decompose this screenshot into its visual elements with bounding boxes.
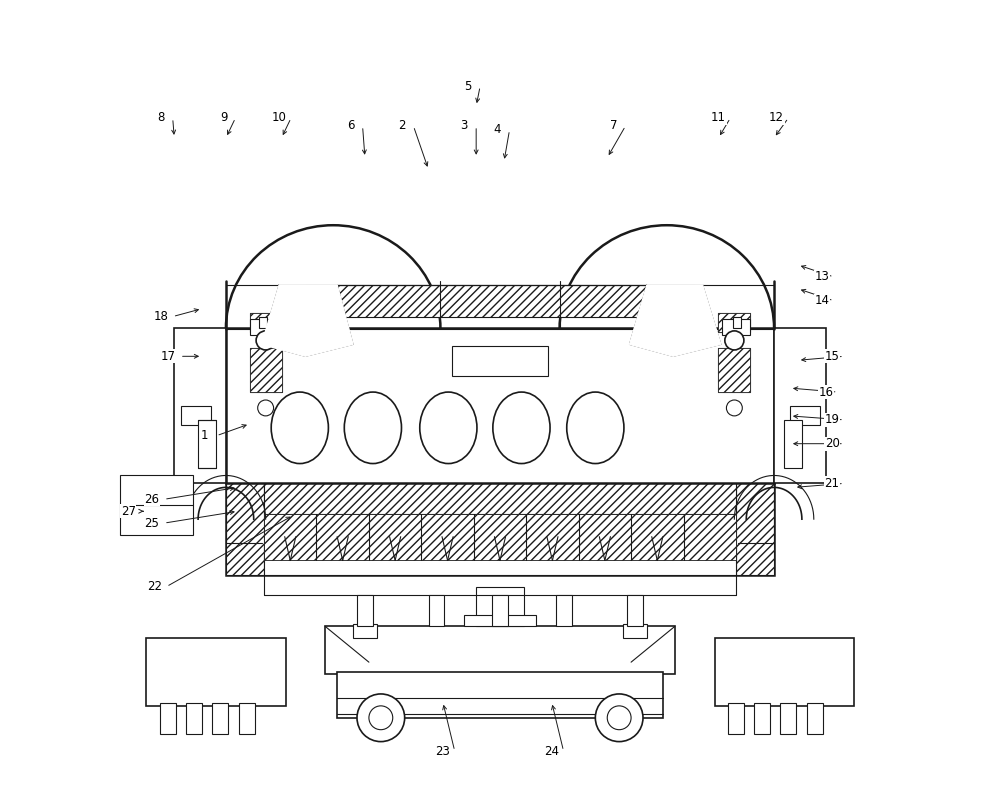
Bar (226, 483, 264, 574)
Text: 24: 24 (544, 745, 559, 758)
Polygon shape (262, 285, 353, 356)
Polygon shape (629, 285, 721, 356)
Bar (146, 638, 286, 706)
Bar (492, 594, 508, 626)
Bar (264, 483, 736, 514)
Circle shape (369, 706, 393, 730)
Bar (736, 483, 774, 574)
Text: 26: 26 (145, 493, 160, 506)
Text: 5: 5 (465, 80, 472, 93)
Bar (476, 586, 524, 626)
Circle shape (607, 706, 631, 730)
Bar (452, 346, 548, 376)
Bar (250, 348, 282, 392)
Bar (250, 348, 282, 392)
Text: 23: 23 (435, 745, 450, 758)
Bar (623, 624, 647, 638)
Bar (325, 626, 675, 674)
Text: 2: 2 (398, 119, 405, 133)
Ellipse shape (493, 392, 550, 463)
Bar (718, 348, 750, 392)
Bar (714, 638, 854, 706)
Circle shape (258, 400, 274, 416)
Circle shape (725, 331, 744, 350)
Ellipse shape (420, 392, 477, 463)
Bar (718, 313, 750, 333)
Bar (774, 329, 826, 483)
Bar (754, 703, 770, 734)
Circle shape (595, 694, 643, 742)
Text: 15: 15 (825, 350, 840, 363)
Bar (186, 703, 202, 734)
Ellipse shape (344, 392, 401, 463)
Bar (464, 614, 536, 626)
Bar (627, 594, 643, 626)
Text: 1: 1 (201, 430, 208, 442)
Text: 27: 27 (121, 505, 136, 518)
Bar (784, 420, 802, 467)
Text: 21: 21 (825, 477, 840, 490)
Bar (181, 406, 211, 426)
Text: 22: 22 (147, 580, 162, 593)
Text: 25: 25 (145, 517, 159, 530)
Bar (722, 319, 750, 335)
Bar (259, 317, 267, 329)
Bar (428, 594, 444, 626)
Bar (226, 329, 774, 483)
Bar (556, 594, 572, 626)
Bar (198, 420, 216, 467)
Text: 9: 9 (220, 111, 227, 125)
Text: 7: 7 (610, 119, 617, 133)
Ellipse shape (567, 392, 624, 463)
Text: 13: 13 (814, 270, 829, 283)
Bar (780, 703, 796, 734)
Bar (212, 703, 228, 734)
Text: 20: 20 (825, 437, 840, 450)
Bar (305, 285, 695, 317)
Bar (353, 624, 377, 638)
Text: 16: 16 (818, 386, 833, 398)
Bar (250, 319, 278, 335)
Bar (357, 594, 373, 626)
Bar (728, 703, 744, 734)
Text: 19: 19 (825, 414, 840, 426)
Bar (250, 313, 282, 333)
Bar (120, 475, 193, 535)
Text: 14: 14 (814, 294, 829, 307)
Text: 6: 6 (347, 119, 354, 133)
Text: 8: 8 (157, 111, 164, 125)
Bar (337, 672, 663, 718)
Bar (160, 703, 176, 734)
Bar (239, 703, 255, 734)
Circle shape (256, 331, 275, 350)
Text: 17: 17 (160, 350, 175, 363)
Bar (718, 348, 750, 392)
Text: 18: 18 (153, 310, 168, 323)
Bar (807, 703, 823, 734)
Text: 12: 12 (769, 111, 784, 125)
Text: 3: 3 (461, 119, 468, 133)
Circle shape (726, 400, 742, 416)
Bar (733, 317, 741, 329)
Bar (790, 406, 820, 426)
Ellipse shape (271, 392, 328, 463)
Text: 10: 10 (272, 111, 287, 125)
Circle shape (357, 694, 405, 742)
Text: 4: 4 (494, 123, 501, 136)
Bar (226, 483, 774, 574)
Text: 11: 11 (711, 111, 726, 125)
Bar (264, 543, 736, 574)
Bar (718, 313, 750, 333)
Bar (174, 329, 226, 483)
Bar (264, 514, 736, 561)
Bar (250, 313, 282, 333)
